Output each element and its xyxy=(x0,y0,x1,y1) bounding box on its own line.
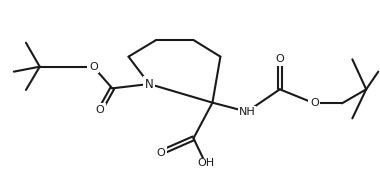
Text: NH: NH xyxy=(239,107,255,117)
Text: N: N xyxy=(145,77,154,90)
Text: O: O xyxy=(310,98,319,108)
Text: O: O xyxy=(276,54,284,64)
Text: O: O xyxy=(156,148,165,158)
Text: O: O xyxy=(96,105,105,115)
Text: OH: OH xyxy=(197,158,214,168)
Text: O: O xyxy=(89,62,98,72)
